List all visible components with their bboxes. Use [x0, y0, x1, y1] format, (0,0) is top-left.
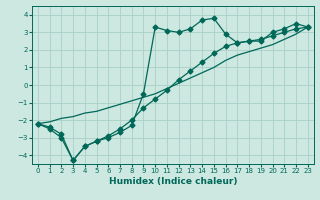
X-axis label: Humidex (Indice chaleur): Humidex (Indice chaleur) — [108, 177, 237, 186]
